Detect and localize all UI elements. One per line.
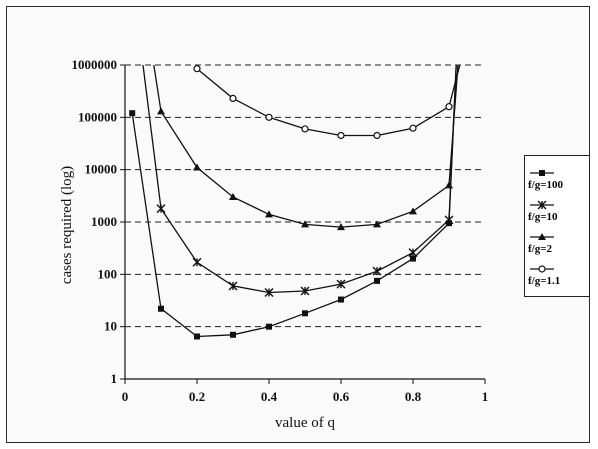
y-tick-label: 1 (111, 371, 118, 386)
data-point (410, 255, 416, 262)
data-point (444, 215, 454, 225)
data-point (372, 266, 382, 276)
data-point (229, 193, 237, 201)
y-tick-label: 1000 (91, 214, 117, 229)
chart-frame: 1 10 100 1000 10000 100000 1000000 0 0.2 0.4 0.6 0… (6, 6, 590, 443)
data-point (337, 223, 345, 231)
data-point (193, 163, 201, 171)
legend-marker (539, 170, 545, 176)
y-axis-label: cases required (log) (59, 166, 75, 284)
data-point (157, 107, 165, 115)
legend-marker (537, 200, 547, 210)
x-tick-label: 0 (122, 389, 129, 404)
legend-item: f/g=2 (528, 228, 588, 258)
series-4 (193, 64, 461, 140)
series-3 (153, 64, 459, 231)
data-point (374, 277, 380, 284)
legend-marker (538, 233, 546, 240)
y-tick-label: 10000 (85, 162, 118, 177)
data-point (265, 210, 273, 218)
series-line (131, 64, 457, 338)
data-point (228, 281, 238, 291)
legend-label: f/g=100 (528, 179, 563, 191)
data-point (445, 181, 453, 189)
legend: f/g=100 f/g=10 f/g=2 f/g=1.1 (524, 155, 590, 297)
data-point (408, 248, 418, 258)
axes (120, 64, 486, 384)
data-point (337, 131, 345, 140)
data-point (373, 131, 381, 140)
legend-label: f/g=2 (528, 243, 552, 255)
data-point (265, 113, 273, 121)
data-point (445, 103, 453, 111)
series-line (142, 64, 457, 294)
y-tick-labels: 1 10 100 1000 10000 100000 1000000 (72, 57, 118, 386)
data-point (229, 94, 237, 103)
x-tick-label: 0.2 (189, 389, 205, 404)
x-tick-labels: 0 0.2 0.4 0.6 0.8 1 (122, 389, 489, 404)
data-point (156, 204, 166, 214)
series-1 (129, 64, 457, 340)
data-point (193, 65, 201, 73)
data-point (301, 125, 309, 133)
x-tick-label: 1 (482, 389, 489, 404)
x-axis-label: value of q (275, 415, 335, 431)
y-tick-label: 1000000 (72, 57, 118, 72)
legend-label: f/g=1.1 (528, 275, 561, 287)
legend-key (530, 265, 554, 273)
data-point (373, 220, 381, 228)
data-point (302, 310, 308, 317)
legend-item: f/g=10 (528, 196, 588, 226)
legend-key (530, 170, 554, 176)
x-tick-label: 0.8 (405, 389, 422, 404)
series-line (196, 64, 461, 137)
data-point (266, 323, 272, 330)
data-point (230, 331, 236, 338)
data-point (158, 305, 164, 312)
x-tick-label: 0.4 (261, 389, 278, 404)
legend-marker (538, 265, 546, 273)
series-2 (142, 64, 457, 297)
data-point (409, 124, 417, 132)
data-point (409, 207, 417, 215)
y-tick-label: 100 (98, 266, 118, 281)
data-point (264, 287, 274, 297)
y-tick-label: 10 (104, 319, 117, 334)
data-point (194, 333, 200, 340)
series-line (153, 64, 459, 228)
legend-key (530, 233, 554, 240)
series-group (129, 64, 461, 340)
data-point (338, 296, 344, 303)
data-point (301, 220, 309, 228)
legend-key (530, 200, 554, 210)
y-tick-label: 100000 (78, 109, 117, 124)
data-point (129, 110, 136, 117)
data-point (192, 257, 202, 267)
data-point (300, 286, 310, 296)
legend-item: f/g=1.1 (528, 260, 588, 290)
x-tick-label: 0.6 (333, 389, 350, 404)
legend-item: f/g=100 (528, 164, 588, 194)
legend-label: f/g=10 (528, 211, 558, 223)
data-point (336, 279, 346, 289)
